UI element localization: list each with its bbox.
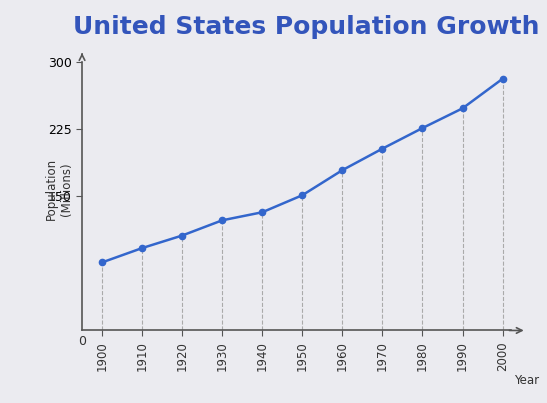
Y-axis label: Population
(Millions): Population (Millions)	[45, 158, 73, 220]
Text: 0: 0	[78, 335, 86, 348]
X-axis label: Year: Year	[514, 374, 539, 386]
Title: United States Population Growth: United States Population Growth	[73, 15, 539, 39]
